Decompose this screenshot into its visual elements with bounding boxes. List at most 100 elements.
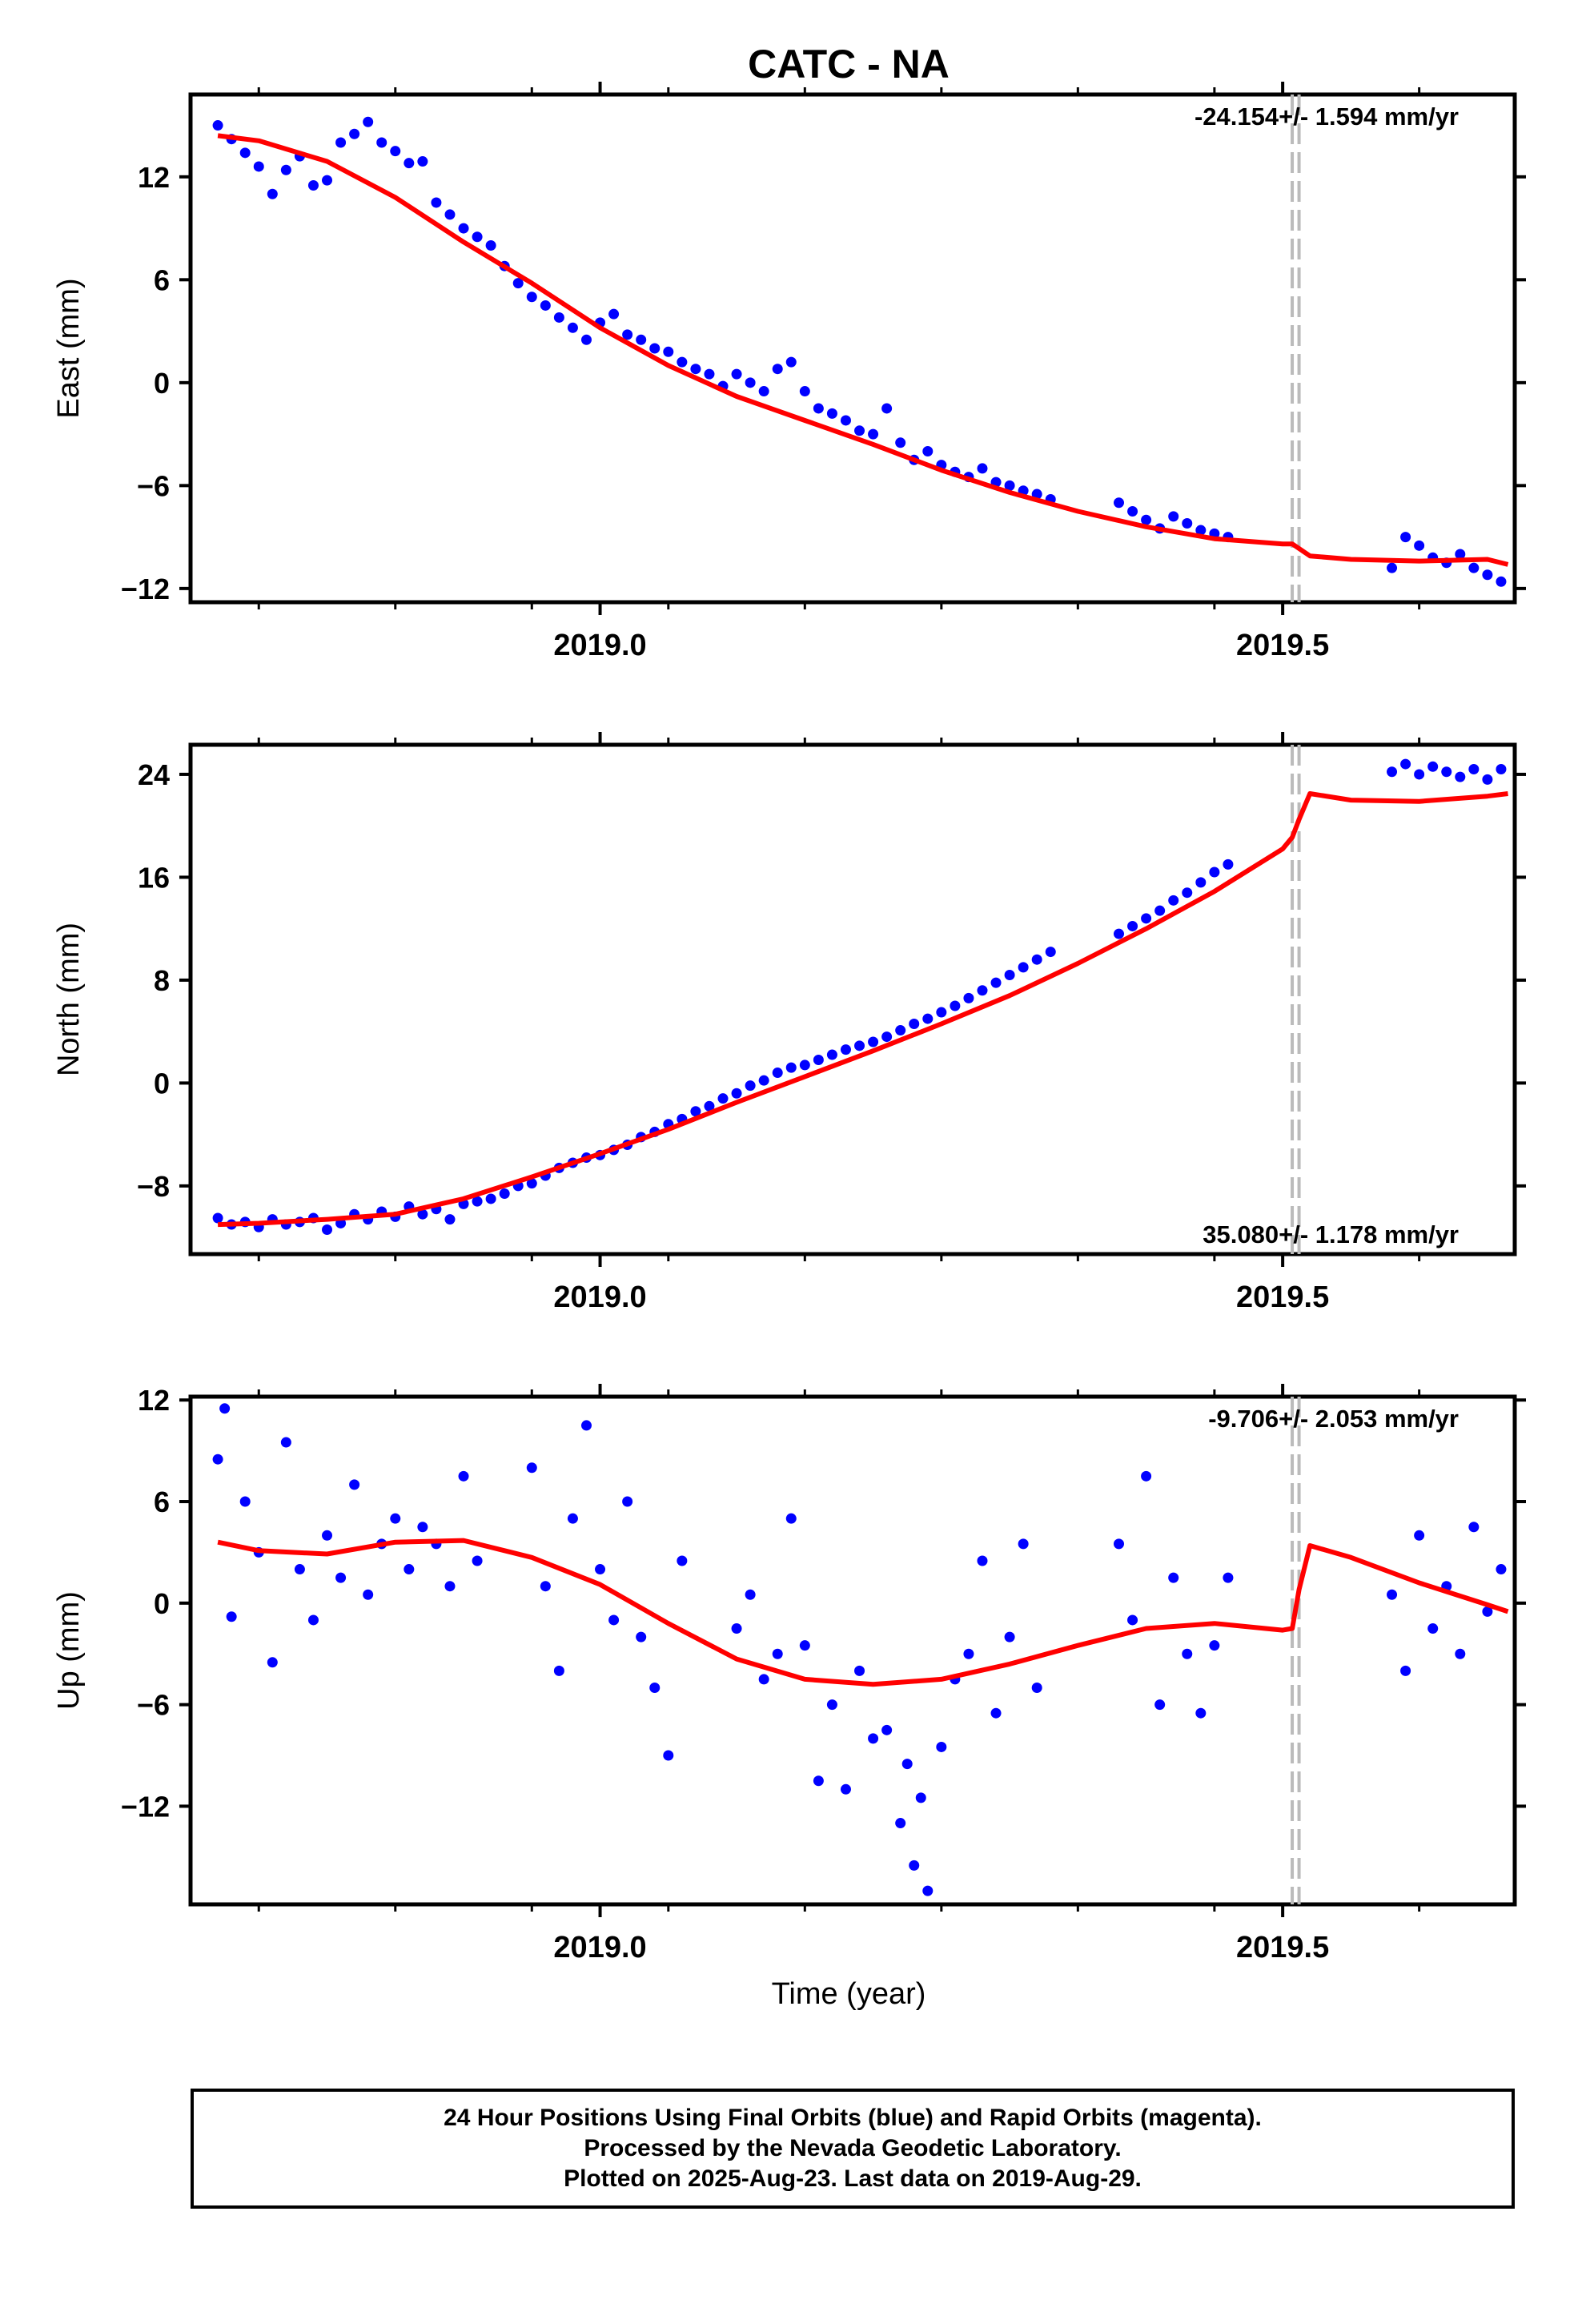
east-data-point (1127, 505, 1138, 517)
east-data-point (772, 364, 783, 375)
north-data-point (772, 1068, 783, 1079)
east-xtick-label: 2019.5 (1236, 629, 1329, 662)
up-data-point (1141, 1470, 1152, 1482)
up-ytick-label: 0 (154, 1587, 170, 1620)
east-data-point (512, 278, 524, 289)
up-data-point (649, 1682, 661, 1693)
up-data-point (1223, 1572, 1234, 1583)
north-data-point (1223, 858, 1234, 870)
north-xtick-label: 2019.0 (553, 1281, 646, 1314)
north-data-point (1482, 774, 1493, 785)
north-data-point (1496, 764, 1507, 775)
up-data-point (526, 1462, 537, 1474)
east-data-point (840, 415, 851, 426)
east-data-point (580, 334, 592, 345)
north-data-point (704, 1100, 715, 1112)
up-data-point (1387, 1589, 1398, 1600)
north-data-point (1127, 920, 1138, 931)
up-fit-line (217, 1538, 1509, 1687)
north-data-point (868, 1036, 879, 1047)
north-rate-label: 35.080+/- 1.178 mm/yr (1203, 1220, 1459, 1248)
up-data-point (1414, 1530, 1425, 1541)
north-data-point (1182, 887, 1193, 899)
up-data-point (840, 1783, 851, 1795)
east-data-point (390, 146, 401, 157)
east-data-point (690, 364, 701, 375)
east-fit-line (217, 133, 1509, 567)
east-data-point (567, 322, 578, 333)
east-data-point (417, 156, 428, 167)
up-panel: 12 6 0 −6 −12 Up (mm) 2019.0 2019.5 -9.706+/- 2.… (52, 1384, 1526, 1964)
north-data-point (1154, 905, 1166, 916)
east-data-point (526, 292, 537, 303)
east-data-point (854, 425, 865, 436)
east-data-point (335, 137, 347, 148)
east-data-point (1400, 532, 1411, 543)
north-data-point (840, 1044, 851, 1055)
east-data-point (1168, 511, 1179, 522)
east-data-point (1482, 569, 1493, 581)
east-data-point (868, 428, 879, 440)
north-data-point (1168, 895, 1179, 906)
north-data-point (322, 1224, 333, 1235)
up-data-point (540, 1581, 551, 1592)
east-data-point (1455, 549, 1466, 560)
up-data-point (1468, 1522, 1480, 1533)
up-data-point (404, 1564, 415, 1575)
east-plot-frame (188, 92, 1517, 605)
up-data-point (363, 1589, 374, 1600)
up-data-point (854, 1665, 865, 1676)
up-data-point (745, 1589, 756, 1600)
footer-caption-box: 24 Hour Positions Using Final Orbits (bl… (191, 2089, 1515, 2209)
north-data-point (444, 1214, 456, 1225)
north-data-point (717, 1093, 729, 1104)
up-data-point (226, 1611, 237, 1622)
up-plot-frame (188, 1394, 1517, 1907)
north-data-point (745, 1080, 756, 1092)
up-data-point (1209, 1640, 1220, 1651)
up-ytick-label: 12 (138, 1384, 170, 1417)
north-data-point (526, 1178, 537, 1189)
up-data-point (1427, 1623, 1439, 1634)
north-data-point (1455, 771, 1466, 782)
east-data-point (431, 197, 442, 208)
up-data-point (936, 1741, 947, 1752)
east-data-point (677, 356, 688, 368)
footer-line-1: 24 Hour Positions Using Final Orbits (bl… (444, 2105, 1262, 2131)
east-data-point (1114, 497, 1125, 509)
north-data-point (1427, 761, 1439, 772)
up-data-point (567, 1513, 578, 1524)
east-ytick-label: 12 (138, 161, 170, 194)
east-data-point (553, 312, 564, 323)
up-data-point (677, 1555, 688, 1566)
north-data-point (950, 1000, 961, 1011)
north-data-point (1031, 954, 1042, 965)
up-data-point (1195, 1707, 1207, 1719)
east-plot-area (212, 116, 1509, 587)
up-data-point (636, 1631, 647, 1642)
up-rate-label: -9.706+/- 2.053 mm/yr (1208, 1405, 1459, 1433)
up-data-point (1004, 1631, 1015, 1642)
east-data-point (485, 239, 496, 251)
up-data-point (239, 1496, 251, 1507)
up-data-point (1168, 1572, 1179, 1583)
up-data-point (322, 1530, 333, 1541)
up-data-point (1182, 1648, 1193, 1659)
east-data-point (608, 308, 620, 320)
north-fit-line (218, 791, 1508, 1228)
north-data-point (1114, 928, 1125, 939)
east-data-point (1031, 489, 1042, 500)
up-plot-area (212, 1403, 1509, 1896)
up-data-point (799, 1640, 810, 1651)
north-data-point (485, 1193, 496, 1204)
north-data-point (1141, 913, 1152, 924)
east-data-point (1195, 525, 1207, 536)
up-data-point (458, 1470, 469, 1482)
east-data-point (977, 463, 988, 474)
up-data-point (349, 1479, 360, 1490)
north-data-point (826, 1049, 837, 1060)
footer-line-3: Plotted on 2025-Aug-23. Last data on 201… (564, 2165, 1142, 2192)
up-data-point (219, 1403, 231, 1414)
north-data-point (922, 1013, 934, 1024)
